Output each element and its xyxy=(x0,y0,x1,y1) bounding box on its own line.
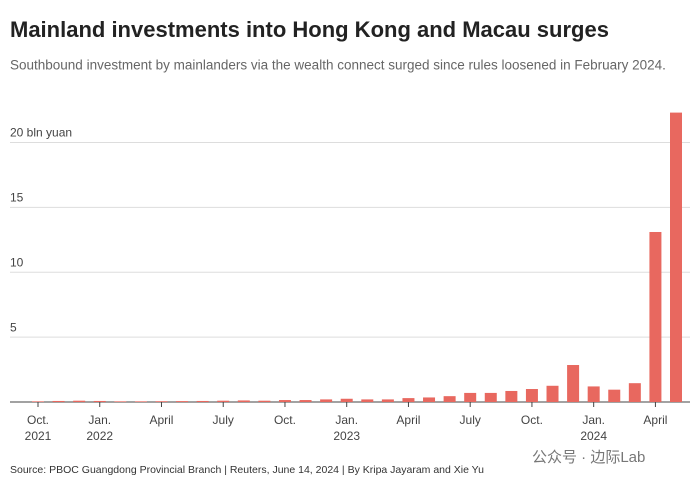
y-tick-label: 20 bln yuan xyxy=(10,126,72,140)
x-tick-label: Oct. 2021 xyxy=(24,413,52,443)
bar xyxy=(670,112,682,403)
bar xyxy=(278,400,291,402)
bar xyxy=(464,392,477,402)
source: Source: PBOC Guangdong Provincial Branch… xyxy=(10,464,484,476)
y-tick-label: 10 xyxy=(10,255,24,269)
bar xyxy=(587,386,600,402)
x-tick-label: Jan. 2024 xyxy=(580,413,608,443)
bar xyxy=(134,401,147,402)
bar xyxy=(628,383,641,402)
x-tick-label: July xyxy=(459,413,481,427)
bar xyxy=(340,398,353,402)
x-tick-label: April xyxy=(396,413,421,427)
y-tick-label: 5 xyxy=(10,320,17,334)
bar xyxy=(217,400,230,402)
bar xyxy=(176,401,189,402)
x-tick-label: July xyxy=(212,413,234,427)
bar xyxy=(402,398,415,402)
bar xyxy=(196,400,209,402)
bar xyxy=(299,400,312,402)
bar xyxy=(484,392,497,402)
bar xyxy=(258,400,271,402)
bar xyxy=(73,400,86,402)
bar xyxy=(381,399,394,402)
watermark: 公众号 · 边际Lab xyxy=(532,449,645,466)
bar xyxy=(52,400,65,402)
x-tick-label: Jan. 2022 xyxy=(86,413,114,443)
bar xyxy=(32,401,44,402)
bar xyxy=(649,231,662,402)
chart-subtitle: Southbound investment by mainlanders via… xyxy=(10,58,666,73)
x-tick-label: April xyxy=(149,413,174,427)
x-tick-label: Oct. xyxy=(520,413,543,427)
bar xyxy=(525,389,538,402)
bar xyxy=(114,401,127,402)
bar xyxy=(423,397,436,402)
bar xyxy=(155,401,168,402)
bar xyxy=(361,399,374,402)
bar xyxy=(546,385,559,402)
bar xyxy=(567,365,580,402)
x-tick-label: Jan. 2023 xyxy=(333,413,361,443)
bar xyxy=(608,389,621,402)
bar xyxy=(443,396,456,402)
bar xyxy=(237,400,250,402)
chart-title: Mainland investments into Hong Kong and … xyxy=(10,17,609,42)
bar xyxy=(320,399,333,402)
x-tick-label: April xyxy=(643,413,668,427)
y-tick-label: 15 xyxy=(10,191,24,205)
x-tick-label: Oct. xyxy=(273,413,296,427)
bar xyxy=(505,390,518,402)
bar xyxy=(93,400,106,402)
